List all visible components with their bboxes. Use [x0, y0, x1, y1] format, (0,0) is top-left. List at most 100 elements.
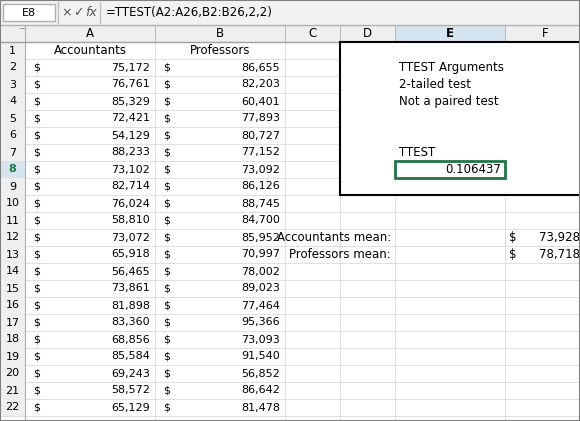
Bar: [0, 263, 25, 280]
Text: $: $: [33, 80, 40, 90]
Bar: [0, 144, 25, 161]
Text: $: $: [33, 352, 40, 362]
Text: $: $: [33, 402, 40, 413]
Text: $: $: [163, 114, 170, 123]
Text: 73,093: 73,093: [241, 335, 280, 344]
Bar: [0, 127, 25, 144]
Text: 18: 18: [5, 335, 20, 344]
Text: 9: 9: [9, 181, 16, 192]
Text: ✓: ✓: [72, 6, 84, 19]
Text: 16: 16: [5, 301, 20, 311]
Text: Not a paired test: Not a paired test: [399, 95, 499, 108]
Text: $: $: [163, 147, 170, 157]
Bar: [0, 331, 25, 348]
Text: 2-tailed test: 2-tailed test: [399, 78, 471, 91]
Text: $: $: [163, 181, 170, 192]
Text: $: $: [33, 147, 40, 157]
Text: 78,002: 78,002: [241, 266, 280, 277]
Text: 13: 13: [5, 250, 20, 259]
Text: 69,243: 69,243: [111, 368, 150, 378]
Text: 2: 2: [9, 62, 16, 72]
Text: 81,478: 81,478: [241, 402, 280, 413]
Text: 91,540: 91,540: [241, 352, 280, 362]
Text: $: $: [163, 198, 170, 208]
Text: 77,152: 77,152: [241, 147, 280, 157]
Text: $: $: [163, 266, 170, 277]
Text: $: $: [163, 283, 170, 293]
Text: 88,233: 88,233: [111, 147, 150, 157]
Text: $: $: [163, 165, 170, 174]
Text: $: $: [33, 165, 40, 174]
Text: $: $: [163, 250, 170, 259]
Bar: [0, 297, 25, 314]
Text: $: $: [163, 368, 170, 378]
Text: 86,642: 86,642: [241, 386, 280, 395]
Text: 58,572: 58,572: [111, 386, 150, 395]
Text: 76,761: 76,761: [111, 80, 150, 90]
Text: 73,861: 73,861: [111, 283, 150, 293]
Bar: [0, 25, 25, 42]
Text: $: $: [33, 114, 40, 123]
Text: 89,023: 89,023: [241, 283, 280, 293]
Text: $: $: [163, 335, 170, 344]
Bar: [0, 246, 25, 263]
Bar: [0, 195, 25, 212]
Text: $: $: [33, 335, 40, 344]
Bar: [395, 161, 505, 178]
Text: $: $: [33, 386, 40, 395]
Text: E: E: [446, 27, 454, 40]
Text: 70,997: 70,997: [241, 250, 280, 259]
Text: $: $: [163, 402, 170, 413]
Text: $: $: [163, 301, 170, 311]
Text: 22: 22: [5, 402, 20, 413]
Text: 73,928: 73,928: [539, 231, 580, 244]
Text: 88,745: 88,745: [241, 198, 280, 208]
Text: D: D: [363, 27, 372, 40]
Bar: [0, 110, 25, 127]
Text: $: $: [509, 231, 517, 244]
Text: 6: 6: [9, 131, 16, 141]
Text: 54,129: 54,129: [111, 131, 150, 141]
Text: $: $: [163, 352, 170, 362]
Text: 10: 10: [5, 198, 20, 208]
Bar: [0, 76, 25, 93]
Text: 65,918: 65,918: [111, 250, 150, 259]
Text: $: $: [33, 232, 40, 242]
Text: 72,421: 72,421: [111, 114, 150, 123]
Text: 7: 7: [9, 147, 16, 157]
Bar: [0, 42, 25, 59]
Bar: [0, 382, 25, 399]
Text: $: $: [163, 62, 170, 72]
Bar: [340, 42, 580, 195]
Bar: [3, 4, 55, 21]
Text: 19: 19: [5, 352, 20, 362]
Bar: [155, 25, 285, 42]
Bar: [0, 280, 25, 297]
Text: Accountants mean:: Accountants mean:: [277, 231, 391, 244]
Text: 11: 11: [5, 216, 20, 226]
Text: 12: 12: [5, 232, 20, 242]
Text: $: $: [33, 62, 40, 72]
Text: 65,129: 65,129: [111, 402, 150, 413]
Text: 73,102: 73,102: [111, 165, 150, 174]
Text: 1: 1: [9, 45, 16, 56]
Text: $: $: [33, 317, 40, 328]
Text: 68,856: 68,856: [111, 335, 150, 344]
Text: $: $: [163, 317, 170, 328]
Text: 77,464: 77,464: [241, 301, 280, 311]
Bar: [395, 25, 505, 42]
Text: $: $: [33, 250, 40, 259]
Text: Professors: Professors: [190, 44, 250, 57]
Text: $: $: [33, 198, 40, 208]
Text: 85,584: 85,584: [111, 352, 150, 362]
Bar: [0, 161, 25, 178]
Text: $: $: [163, 386, 170, 395]
Bar: [0, 229, 25, 246]
Text: 95,366: 95,366: [241, 317, 280, 328]
Text: 56,465: 56,465: [111, 266, 150, 277]
Text: 4: 4: [9, 96, 16, 107]
Bar: [0, 314, 25, 331]
Text: fx: fx: [85, 6, 97, 19]
Text: 82,714: 82,714: [111, 181, 150, 192]
Text: 80,727: 80,727: [241, 131, 280, 141]
